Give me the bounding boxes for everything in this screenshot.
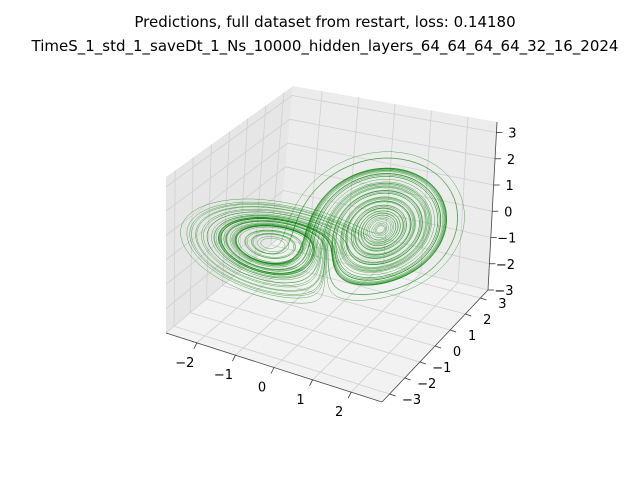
y-tick-mark (419, 361, 426, 365)
trajectory-line (235, 226, 311, 271)
x-tick-mark (270, 367, 275, 374)
trajectory-line (218, 217, 315, 276)
z-grid-line (165, 213, 490, 309)
z-grid-line (165, 95, 497, 188)
x-tick-label: 2 (335, 405, 343, 420)
z-tick-label: 1 (505, 179, 513, 194)
trajectory-line (213, 169, 445, 284)
z-tick-label: 2 (507, 153, 515, 168)
y-tick-label: 3 (498, 297, 506, 312)
y-tick-mark (404, 377, 411, 381)
x-tick-mark (309, 379, 313, 387)
floor-pane (166, 238, 488, 402)
y-tick-label: −1 (432, 361, 451, 376)
trajectory-line (214, 179, 435, 284)
x-tick-label: 1 (296, 393, 304, 408)
axes-panes (166, 86, 497, 402)
chart-title: Predictions, full dataset from restart, … (134, 13, 515, 31)
y-tick-mark (450, 329, 457, 333)
z-axis-line (487, 121, 498, 291)
trajectory-line (225, 173, 441, 281)
z-grid-line (165, 118, 496, 212)
left-wall-pane (166, 86, 293, 333)
x-tick-mark (193, 342, 198, 350)
z-tick-label: −1 (497, 232, 516, 247)
z-grid-line (165, 166, 493, 261)
trajectory-line (191, 200, 412, 295)
trajectory-line (251, 157, 459, 295)
y-tick-label: −2 (417, 377, 436, 392)
trajectory-line (196, 184, 430, 291)
y-tick-label: 1 (468, 329, 476, 344)
z-tick-label: −3 (494, 284, 513, 299)
chart-subtitle: TimeS_1_std_1_saveDt_1_Ns_10000_hidden_l… (31, 37, 619, 56)
trajectory-line (180, 198, 387, 304)
z-grid-line (165, 237, 489, 334)
axes-grid (165, 91, 497, 395)
y-tick-mark (434, 345, 442, 349)
z-tick-label: 3 (508, 127, 516, 142)
trajectory-series (180, 151, 465, 304)
y-tick-label: 0 (453, 345, 461, 360)
y-tick-label: −3 (402, 393, 421, 408)
z-tick-label: −2 (496, 258, 515, 273)
z-tick-label: 0 (504, 205, 512, 220)
trajectory-line (211, 151, 465, 301)
y-tick-mark (465, 313, 472, 317)
x-tick-mark (232, 354, 236, 362)
x-tick-mark (347, 391, 352, 399)
x-tick-label: 0 (258, 381, 266, 396)
y-tick-label: 2 (483, 313, 491, 328)
trajectory-line (186, 201, 407, 299)
y-tick-mark (480, 297, 487, 301)
x-tick-label: −2 (175, 356, 194, 371)
y-tick-mark (389, 393, 396, 397)
trajectory-line (361, 213, 398, 249)
trajectory-line (206, 171, 444, 284)
trajectory-line (220, 168, 447, 285)
x-tick-label: −1 (214, 368, 233, 383)
trajectory-line (203, 182, 431, 286)
z-grid-line (165, 190, 491, 285)
